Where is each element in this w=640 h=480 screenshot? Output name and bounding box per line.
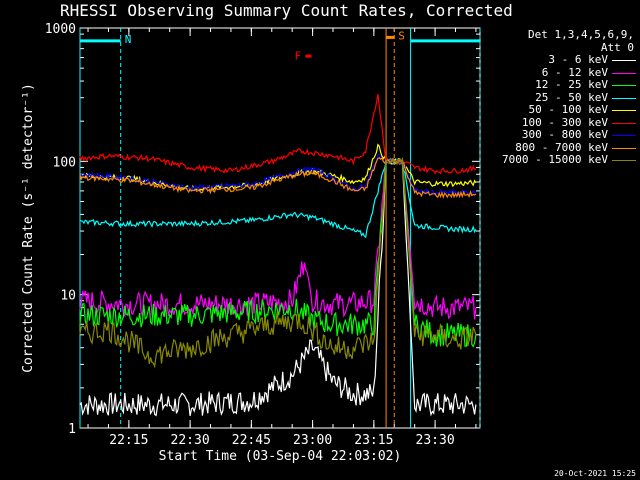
legend-swatch bbox=[612, 60, 636, 61]
legend-item: 800 - 7000 keV bbox=[482, 140, 636, 155]
y-tick-label: 10 bbox=[60, 289, 76, 304]
legend-label: 25 - 50 keV bbox=[535, 90, 608, 104]
flag-label: F bbox=[295, 50, 302, 63]
flag-label: S bbox=[398, 29, 405, 42]
legend-item: 300 - 800 keV bbox=[482, 128, 636, 142]
legend-swatch bbox=[612, 85, 636, 86]
flag-marker bbox=[305, 54, 312, 58]
legend-swatch bbox=[612, 72, 636, 74]
x-axis-label: Start Time (03-Sep-04 22:03:02) bbox=[159, 449, 402, 464]
x-tick-label: 22:15 bbox=[109, 433, 148, 448]
y-tick-label: 100 bbox=[53, 155, 76, 170]
legend-item: 7000 - 15000 keV bbox=[482, 153, 636, 167]
x-tick-label: 23:30 bbox=[416, 433, 455, 448]
legend-swatch bbox=[612, 110, 636, 111]
series-line-1 bbox=[79, 157, 477, 417]
legend-item: 25 - 50 keV bbox=[482, 90, 636, 105]
legend-swatch bbox=[612, 122, 636, 124]
x-tick-label: 22:45 bbox=[232, 433, 271, 448]
legend-label: 3 - 6 keV bbox=[548, 53, 608, 66]
series-line-9 bbox=[79, 158, 477, 369]
flag-label: N bbox=[125, 33, 132, 46]
legend-swatch bbox=[612, 135, 636, 136]
series-line-7 bbox=[79, 153, 477, 197]
legend-label: 100 - 300 keV bbox=[521, 115, 608, 129]
legend-label: 50 - 100 keV bbox=[528, 103, 608, 116]
x-tick-label: 23:00 bbox=[293, 433, 332, 448]
footer-stamp: 20-Oct-2021 15:25 bbox=[554, 469, 636, 478]
series-line-5 bbox=[79, 143, 477, 192]
legend-swatch bbox=[612, 147, 636, 149]
legend-item: 50 - 100 keV bbox=[482, 103, 636, 117]
y-axis-label: Corrected Count Rate (s⁻¹ detector⁻¹) bbox=[21, 83, 36, 373]
series-line-6 bbox=[79, 93, 477, 175]
legend-item: 100 - 300 keV bbox=[482, 115, 636, 130]
legend-header-line-1: Det 1,3,4,5,6,9, bbox=[528, 28, 634, 41]
legend-label: 800 - 7000 keV bbox=[515, 140, 608, 154]
x-tick-label: 22:30 bbox=[171, 433, 210, 448]
legend-label: 12 - 25 keV bbox=[535, 78, 608, 91]
x-tick-label: 23:15 bbox=[354, 433, 393, 448]
series-line-8 bbox=[79, 156, 477, 199]
plot-frame bbox=[79, 27, 481, 429]
series-line-4 bbox=[79, 157, 477, 239]
legend-item: 12 - 25 keV bbox=[482, 78, 636, 92]
legend-label: 6 - 12 keV bbox=[541, 65, 608, 79]
y-tick-label: 1 bbox=[68, 422, 76, 437]
y-tick-label: 1000 bbox=[45, 22, 76, 37]
series-line-2 bbox=[79, 157, 477, 320]
legend-item: 3 - 6 keV bbox=[482, 53, 636, 67]
legend-swatch bbox=[612, 97, 636, 99]
chart-title: RHESSI Observing Summary Count Rates, Co… bbox=[60, 1, 513, 20]
legend-header-line-2: Att 0 bbox=[600, 41, 634, 54]
legend: Det 1,3,4,5,6,9, Att 0 3 - 6 keV 6 - 12 k… bbox=[482, 28, 636, 167]
legend-label: 7000 - 15000 keV bbox=[502, 153, 608, 166]
legend-label: 300 - 800 keV bbox=[521, 128, 608, 141]
legend-swatch bbox=[612, 160, 636, 161]
legend-item: 6 - 12 keV bbox=[482, 65, 636, 80]
